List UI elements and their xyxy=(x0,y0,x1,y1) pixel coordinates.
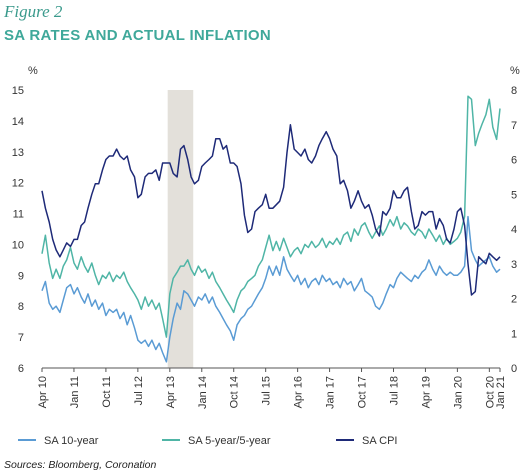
left-tick-label: 10 xyxy=(12,239,24,251)
figure-label: Figure 2 xyxy=(4,2,63,21)
left-tick-label: 13 xyxy=(12,147,24,159)
right-tick-label: 0 xyxy=(511,363,517,375)
x-tick-label: Oct 20 xyxy=(484,376,496,408)
x-tick-label: Jan 17 xyxy=(325,376,337,409)
legend-label-sa10: SA 10-year xyxy=(44,435,99,447)
right-tick-label: 7 xyxy=(511,120,517,132)
right-axis: 0 1 2 3 4 5 6 7 8 xyxy=(511,85,517,375)
x-tick-label: Jan 11 xyxy=(69,376,81,408)
x-tick-label: Jan 21 xyxy=(495,376,507,409)
left-tick-label: 15 xyxy=(12,85,24,97)
x-tick-label: Oct 17 xyxy=(357,376,369,408)
right-tick-label: 8 xyxy=(511,85,517,97)
left-tick-label: 8 xyxy=(18,301,24,313)
right-tick-label: 4 xyxy=(511,224,517,236)
x-tick-label: Apr 13 xyxy=(165,376,177,408)
legend-label-sa55: SA 5-year/5-year xyxy=(188,435,271,447)
x-tick-label: Oct 14 xyxy=(229,376,241,408)
left-tick-label: 11 xyxy=(13,209,24,221)
chart-title: SA RATES AND ACTUAL INFLATION xyxy=(4,27,272,44)
left-tick-label: 7 xyxy=(18,332,24,344)
series-layer xyxy=(41,95,501,363)
left-axis: 6 7 8 9 10 11 12 13 14 15 xyxy=(12,85,24,375)
left-tick-label: 14 xyxy=(12,116,24,128)
legend-label-cpi: SA CPI xyxy=(362,435,397,447)
x-tick-label: Jul 12 xyxy=(133,376,145,405)
legend: SA 10-year SA 5-year/5-year SA CPI xyxy=(18,435,397,447)
left-tick-label: 12 xyxy=(12,178,24,190)
series-line-sa10 xyxy=(41,215,501,363)
x-tick-label: Apr 16 xyxy=(293,376,305,408)
x-tick-label: Jan 20 xyxy=(452,376,464,409)
right-tick-label: 2 xyxy=(511,294,517,306)
series-line-sa55 xyxy=(41,95,501,338)
source-note: Sources: Bloomberg, Coronation xyxy=(4,459,157,471)
right-tick-label: 5 xyxy=(511,189,517,201)
x-axis: Apr 10 Jan 11 Oct 11 Jul 12 Apr 13 Jan 14 Oct … xyxy=(37,368,507,409)
right-axis-unit: % xyxy=(510,65,520,77)
left-tick-label: 6 xyxy=(18,363,24,375)
x-tick-label: Apr 19 xyxy=(420,376,432,408)
x-tick-label: Apr 10 xyxy=(37,376,49,408)
right-tick-label: 6 xyxy=(511,155,517,167)
x-tick-label: Jan 14 xyxy=(197,376,209,409)
series-line-cpi xyxy=(41,124,501,296)
left-axis-unit: % xyxy=(28,65,38,77)
left-tick-label: 9 xyxy=(18,270,24,282)
x-tick-label: Jul 18 xyxy=(388,376,400,405)
right-tick-label: 1 xyxy=(511,328,517,340)
x-tick-label: Oct 11 xyxy=(101,376,113,408)
right-tick-label: 3 xyxy=(511,259,517,271)
x-tick-label: Jul 15 xyxy=(261,376,273,405)
